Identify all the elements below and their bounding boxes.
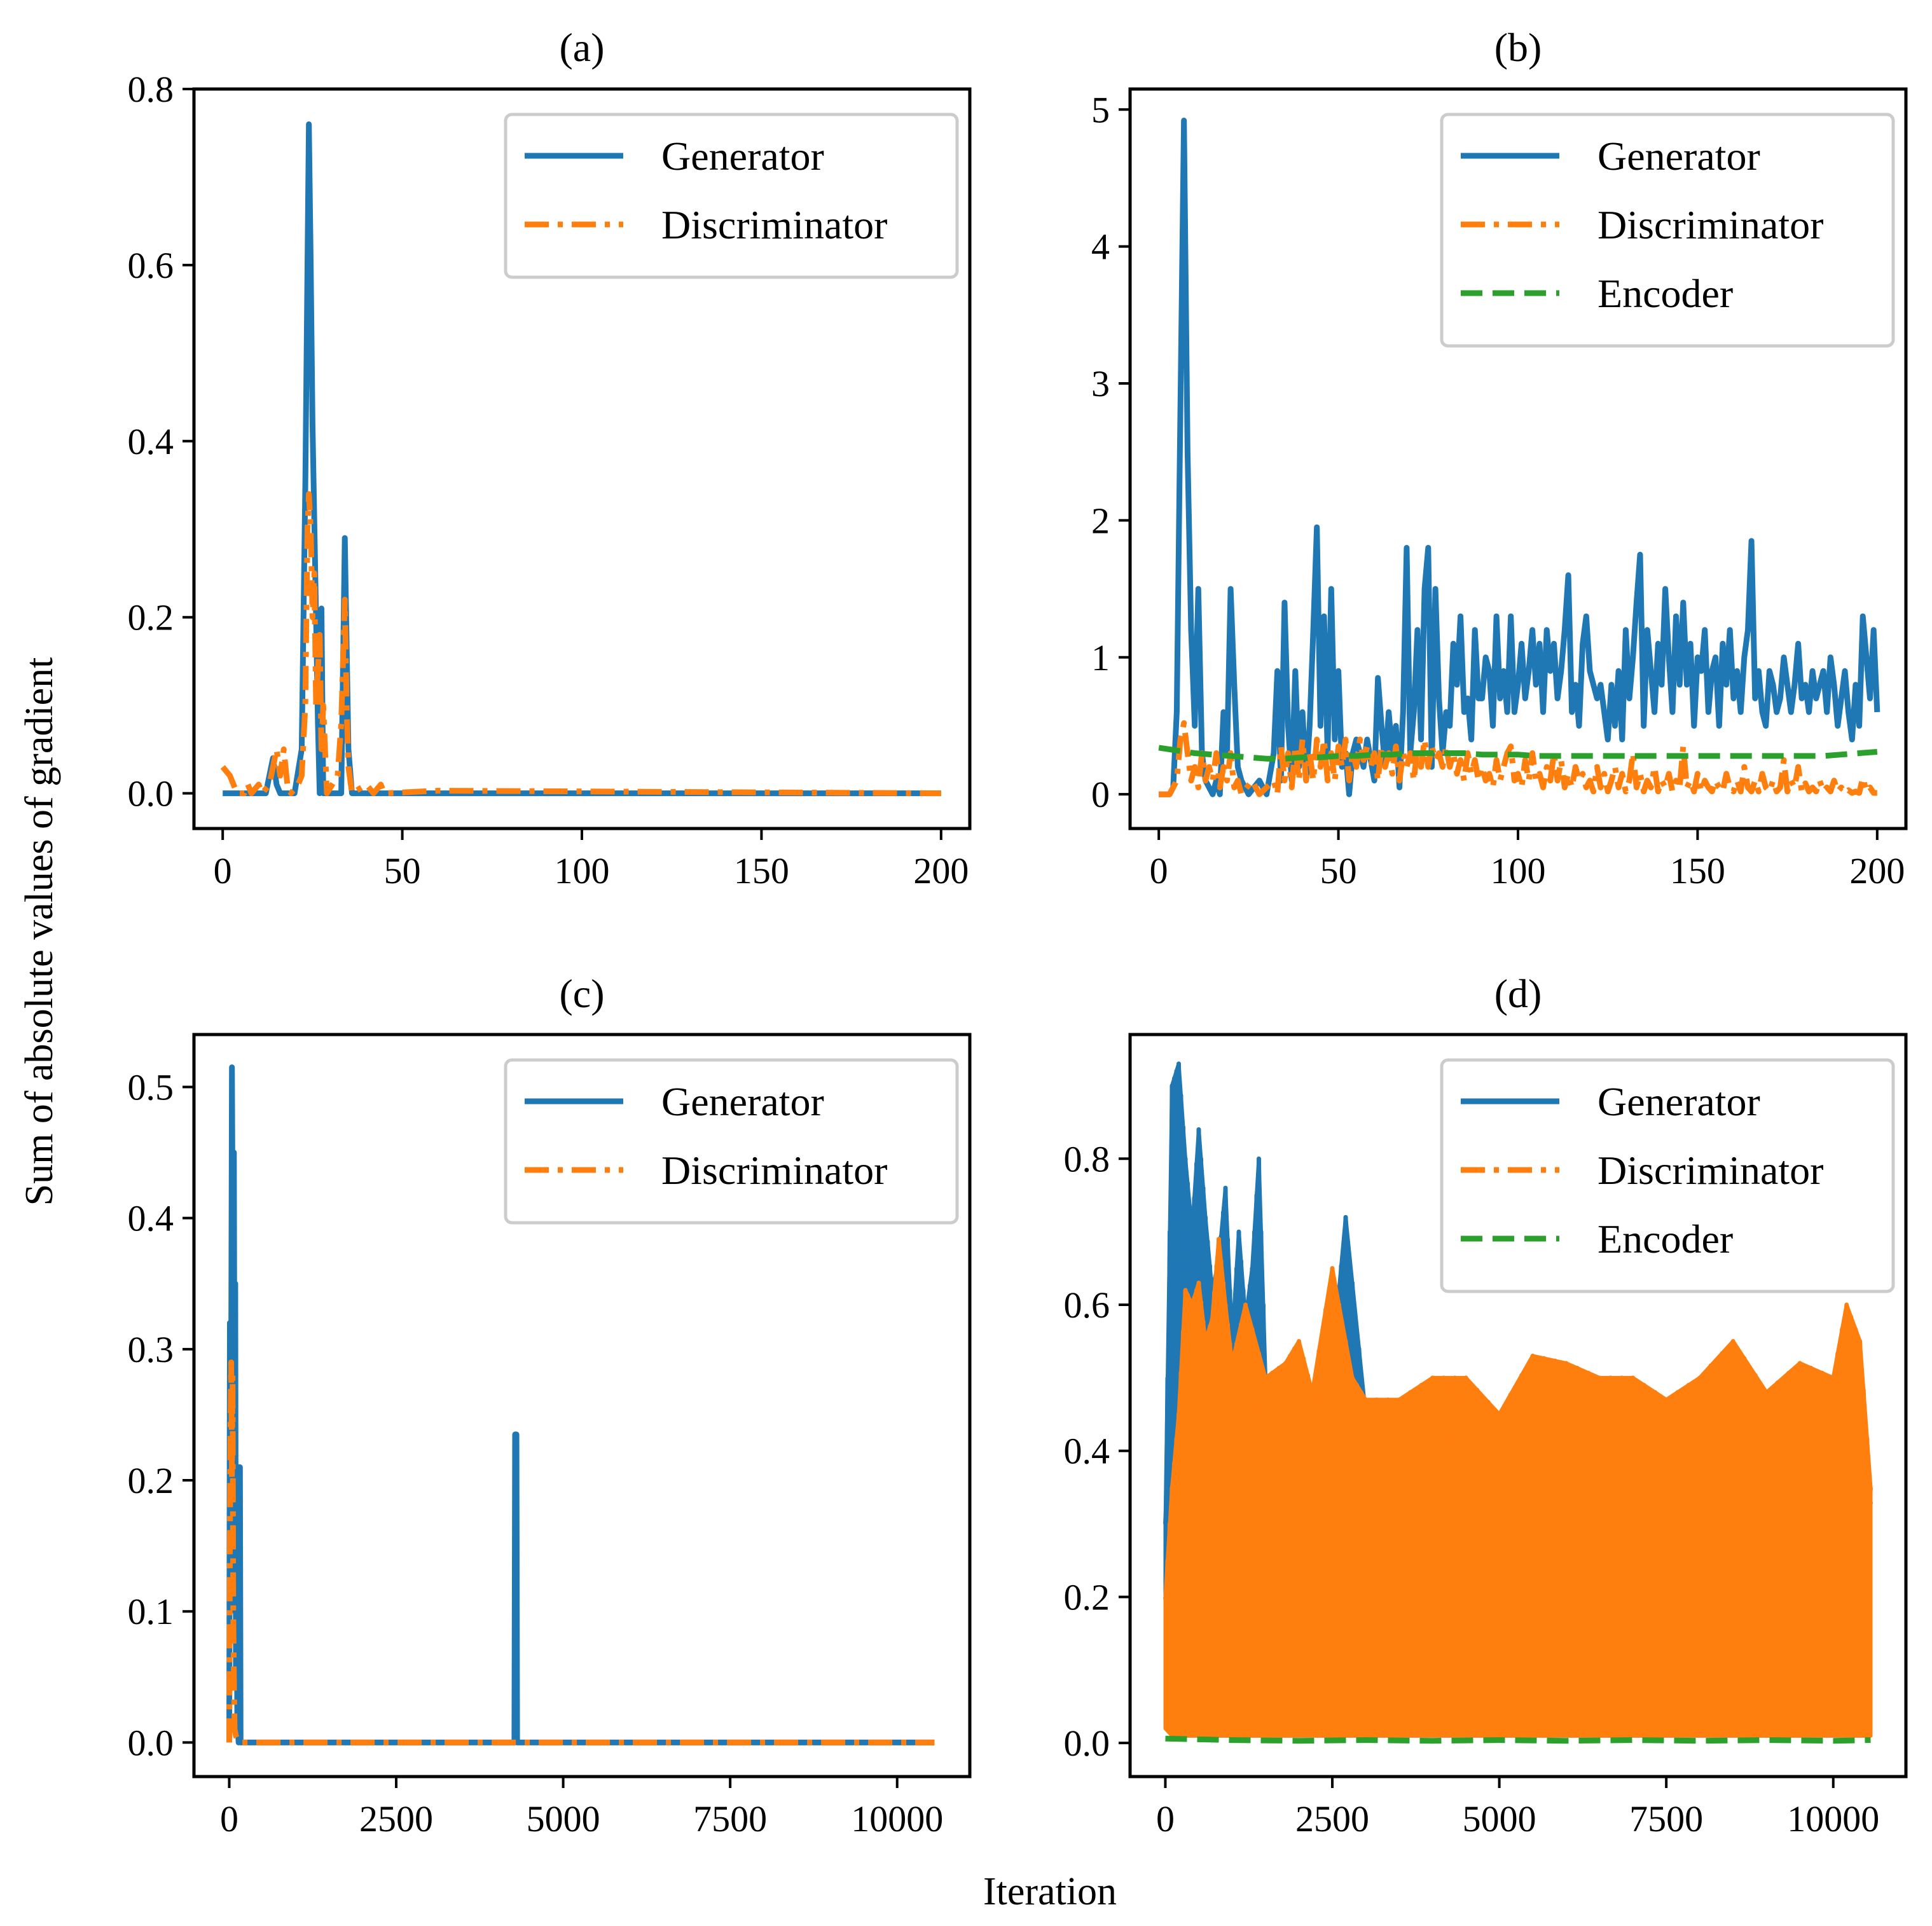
panel-b-discriminator-line [1159, 720, 1877, 797]
panel-a-title: (a) [559, 25, 604, 70]
panel-b-title: (b) [1494, 25, 1542, 70]
panel-c-xtick-label: 0 [220, 1798, 238, 1840]
panel-c-ytick-label: 0.4 [128, 1198, 174, 1239]
panel-c-ytick-label: 0.0 [128, 1722, 174, 1763]
panel-d-xtick-label: 2500 [1295, 1798, 1369, 1840]
panel-b-encoder-line [1158, 745, 1878, 762]
panel-d-discriminator-band [1163, 1237, 1873, 1738]
panel-b-frame [1128, 87, 1908, 830]
panel-c-frame [192, 1033, 972, 1778]
panel-a-series [220, 121, 941, 797]
panel-a-xtick-label: 50 [384, 850, 421, 891]
panel-c-xtick-label: 7500 [693, 1798, 767, 1840]
panel-d-ytick-label: 0.8 [1064, 1138, 1110, 1180]
panel-d-ytick-label: 0.4 [1064, 1431, 1110, 1472]
panel-d-legend-label: Discriminator [1597, 1148, 1823, 1193]
panel-a-legend-label: Generator [661, 134, 824, 179]
panel-d-ytick-label: 0.0 [1064, 1723, 1110, 1764]
panel-c-legend-label: Generator [661, 1079, 824, 1124]
panel-b-legend: Generator Discriminator Encoder [1440, 113, 1895, 348]
panel-c-legend-label: Discriminator [661, 1148, 887, 1193]
panel-d-ticks: 0 2500 5000 7500 10000 0.0 0.2 0.4 0.6 0.8 [1064, 1138, 1880, 1840]
panel-a-ytick-label: 0.6 [128, 245, 174, 286]
y-axis-label: Sum of absolute values of gradient [18, 657, 61, 1206]
panel-c-ytick-label: 0.2 [128, 1460, 174, 1501]
panel-c-title: (c) [559, 971, 604, 1016]
panel-b-legend-label: Encoder [1597, 271, 1733, 316]
panel-d-ytick-label: 0.2 [1064, 1576, 1110, 1618]
panel-b-xtick-label: 200 [1849, 850, 1905, 891]
panel-a-discriminator-line [220, 491, 941, 797]
panel-a: (a) 0 50 100 150 200 0.0 0.2 0.4 0.6 0.8 Generato… [128, 25, 972, 891]
panel-b-ytick-label: 0 [1091, 774, 1110, 815]
panel-b-ytick-label: 3 [1091, 363, 1110, 404]
panel-b-generator-line [1159, 118, 1880, 797]
x-axis-label: Iteration [983, 1870, 1117, 1913]
panel-a-ytick-label: 0.2 [128, 597, 174, 638]
panel-d-discriminator-line [1163, 1237, 1873, 1611]
panel-d-legend-label: Generator [1597, 1079, 1760, 1124]
panel-b-xtick-label: 0 [1150, 850, 1168, 891]
panel-d: (d) 0 2500 5000 7500 10000 0.0 0.2 0.4 0.6 0.8 Ge… [1064, 971, 1908, 1840]
panel-c-series [226, 1064, 935, 1745]
panel-a-xtick-label: 0 [214, 850, 232, 891]
panel-c-legend: Generator Discriminator [504, 1058, 959, 1225]
panel-a-ytick-label: 0.4 [128, 421, 174, 462]
panel-d-series [1163, 1061, 1873, 1744]
panel-b: (b) 0 50 100 150 200 0 1 2 3 4 5 Generator Discrimi… [1091, 25, 1908, 891]
panel-a-xtick-label: 200 [913, 850, 969, 891]
panel-d-xtick-label: 10000 [1787, 1798, 1879, 1840]
panel-a-xtick-label: 100 [555, 850, 610, 891]
panel-a-frame [192, 87, 972, 830]
panel-d-legend-box [1440, 1058, 1895, 1293]
panel-b-ytick-label: 1 [1091, 637, 1110, 678]
panel-b-xtick-label: 50 [1320, 850, 1357, 891]
panel-c-xtick-label: 10000 [851, 1798, 943, 1840]
panel-b-ticks: 0 50 100 150 200 0 1 2 3 4 5 [1091, 89, 1905, 891]
panel-c-discriminator-line [226, 1359, 935, 1745]
panel-c-generator-line [226, 1064, 935, 1745]
panel-d-legend-label: Encoder [1597, 1216, 1733, 1262]
panel-c-ticks: 0 2500 5000 7500 10000 0.0 0.1 0.2 0.3 0.4 0.5 [128, 1066, 944, 1840]
panel-d-xtick-label: 7500 [1629, 1798, 1703, 1840]
panel-c-ytick-label: 0.1 [128, 1591, 174, 1632]
panel-b-xtick-label: 100 [1491, 850, 1546, 891]
panel-a-legend-label: Discriminator [661, 202, 887, 247]
panel-c: (c) 0 2500 5000 7500 10000 0.0 0.1 0.2 0.3 0.4 0.5… [128, 971, 972, 1840]
panel-a-legend: Generator Discriminator [504, 113, 959, 279]
panel-b-ytick-label: 4 [1091, 226, 1110, 268]
panel-b-xtick-label: 150 [1670, 850, 1725, 891]
panel-d-legend: Generator Discriminator Encoder [1440, 1058, 1895, 1293]
panel-a-ytick-label: 0.0 [128, 773, 174, 815]
panel-a-ticks: 0 50 100 150 200 0.0 0.2 0.4 0.6 0.8 [128, 69, 969, 891]
panel-b-series [1158, 118, 1880, 797]
panel-c-xtick-label: 5000 [527, 1798, 600, 1840]
panel-d-xtick-label: 0 [1156, 1798, 1175, 1840]
panel-d-xtick-label: 5000 [1463, 1798, 1536, 1840]
panel-b-legend-box [1440, 113, 1895, 348]
panel-c-ytick-label: 0.3 [128, 1329, 174, 1370]
panel-d-title: (d) [1494, 971, 1542, 1016]
panel-a-ytick-label: 0.8 [128, 69, 174, 110]
panel-d-encoder-line [1165, 1735, 1871, 1744]
panel-d-ytick-label: 0.6 [1064, 1284, 1110, 1326]
panel-a-xtick-label: 150 [734, 850, 789, 891]
panel-c-ytick-label: 0.5 [128, 1066, 174, 1108]
panel-b-legend-label: Generator [1597, 134, 1760, 179]
panel-b-legend-label: Discriminator [1597, 202, 1823, 247]
panel-c-xtick-label: 2500 [359, 1798, 433, 1840]
panel-d-frame [1128, 1033, 1908, 1778]
panel-b-ytick-label: 2 [1091, 500, 1110, 541]
panel-b-ytick-label: 5 [1091, 89, 1110, 130]
